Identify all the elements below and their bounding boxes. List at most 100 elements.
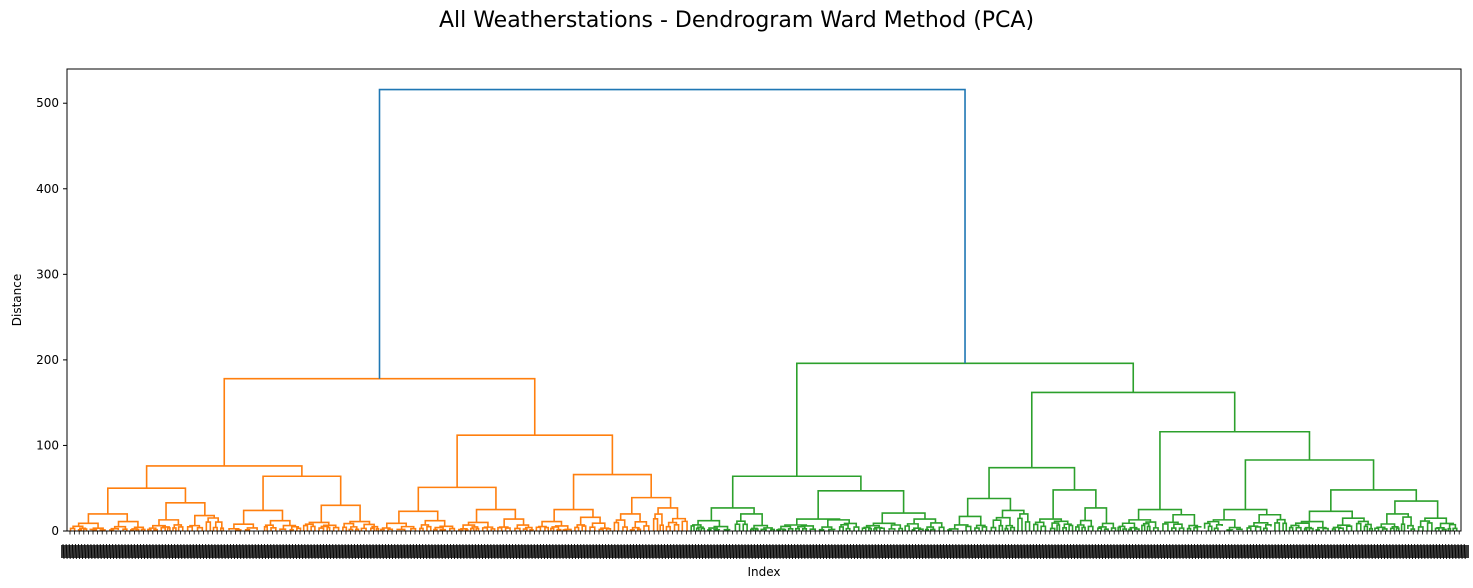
x-tick-label — [1190, 543, 1193, 560]
y-axis-label: Distance — [10, 274, 24, 326]
x-tick-label — [1073, 543, 1076, 560]
dendrogram-link — [838, 526, 844, 531]
dendrogram-link — [782, 528, 787, 531]
dendrogram-link — [924, 528, 929, 531]
x-tick-label — [428, 543, 431, 560]
x-tick-label — [459, 543, 462, 560]
dendrogram-link — [205, 521, 212, 531]
x-tick-label — [933, 543, 936, 560]
x-tick-label — [1342, 543, 1345, 560]
x-tick-label — [307, 543, 310, 560]
x-tick-label — [437, 543, 440, 560]
dendrogram-link — [1223, 508, 1268, 520]
x-tick-label — [1215, 543, 1218, 560]
dendrogram-link — [659, 524, 665, 531]
dendrogram-link — [1410, 528, 1416, 531]
dendrogram-link — [471, 526, 479, 529]
dendrogram-link — [1258, 513, 1282, 523]
x-tick-label — [1321, 543, 1324, 560]
dendrogram-link — [410, 527, 417, 531]
dendrogram-link — [579, 516, 601, 525]
x-tick-label — [725, 543, 728, 560]
dendrogram-link — [904, 525, 910, 531]
dendrogram-link — [1264, 523, 1272, 529]
dendrogram-link — [1447, 527, 1452, 531]
x-tick-label — [1035, 543, 1038, 560]
dendrogram-link — [572, 473, 652, 510]
dendrogram-link — [233, 523, 255, 529]
x-tick-label — [1336, 543, 1339, 560]
dendrogram-link — [223, 377, 536, 466]
dendrogram-link — [173, 524, 183, 528]
dendrogram-link — [220, 527, 225, 531]
dendrogram-link — [1145, 521, 1157, 528]
dendrogram-link — [420, 524, 430, 529]
dendrogram-link — [77, 522, 99, 529]
x-tick-label-band — [61, 545, 1469, 558]
x-tick-label — [1169, 543, 1172, 560]
dendrogram-link — [1212, 519, 1236, 528]
dendrogram-link — [1005, 524, 1014, 529]
x-tick-label — [403, 543, 406, 560]
dendrogram-link — [1294, 522, 1310, 528]
dendrogram-link — [1419, 520, 1431, 527]
x-tick-label — [264, 543, 266, 560]
dendrogram-link — [503, 518, 525, 528]
dendrogram-link — [1364, 523, 1372, 529]
x-tick-label — [716, 543, 719, 560]
x-tick-label — [357, 543, 359, 560]
dendrogram-link — [439, 528, 447, 531]
dendrogram-link — [380, 528, 385, 531]
x-tick-label — [1218, 543, 1221, 560]
x-tick-label — [198, 543, 201, 560]
x-tick-label — [388, 543, 390, 560]
x-tick-label — [549, 543, 552, 560]
x-tick-label — [1104, 543, 1107, 560]
dendrogram-link — [707, 529, 712, 531]
x-tick-label — [415, 543, 418, 560]
dendrogram-link — [289, 528, 294, 531]
x-tick-label — [527, 543, 530, 560]
x-tick-label — [915, 543, 917, 560]
x-tick-label — [1138, 543, 1141, 560]
x-tick-label — [797, 543, 800, 560]
x-tick-label — [781, 543, 784, 560]
dendrogram-link — [1389, 527, 1395, 531]
dendrogram-link — [1295, 526, 1302, 531]
x-tick-label — [970, 543, 973, 560]
x-tick-label — [124, 543, 127, 560]
x-tick-label — [1401, 543, 1404, 560]
x-tick-label — [236, 543, 239, 560]
dendrogram-link — [371, 525, 379, 529]
dendrogram-link — [109, 529, 115, 531]
x-tick-label — [1026, 543, 1029, 560]
x-tick-label — [270, 543, 273, 560]
x-tick-label — [453, 543, 456, 560]
x-tick-label — [74, 543, 77, 560]
x-tick-label — [1404, 543, 1407, 560]
dendrogram-link — [1207, 520, 1220, 525]
dendrogram-link — [809, 528, 817, 531]
x-tick-label — [1364, 543, 1367, 560]
x-tick-label — [174, 543, 177, 560]
x-tick-label — [859, 543, 862, 560]
dendrogram-link — [147, 528, 152, 531]
x-tick-label — [217, 543, 220, 560]
x-tick-label — [1252, 543, 1255, 560]
dendrogram-link — [1315, 529, 1320, 531]
dendrogram-link — [990, 526, 997, 531]
dendrogram-link — [375, 527, 380, 531]
x-tick-label — [1311, 543, 1314, 560]
x-tick-label — [1445, 543, 1448, 560]
dendrogram-link — [1128, 519, 1152, 524]
x-tick-label — [561, 543, 564, 560]
dendrogram-link — [622, 526, 628, 531]
chart-title: All Weatherstations - Dendrogram Ward Me… — [438, 8, 1035, 33]
x-tick-label — [691, 543, 694, 560]
x-tick-label — [533, 543, 536, 560]
x-tick-label — [1358, 543, 1361, 560]
x-tick-label — [989, 543, 992, 560]
x-tick-label — [840, 543, 843, 560]
x-tick-label — [1398, 543, 1401, 560]
dendrogram-link — [264, 524, 274, 528]
